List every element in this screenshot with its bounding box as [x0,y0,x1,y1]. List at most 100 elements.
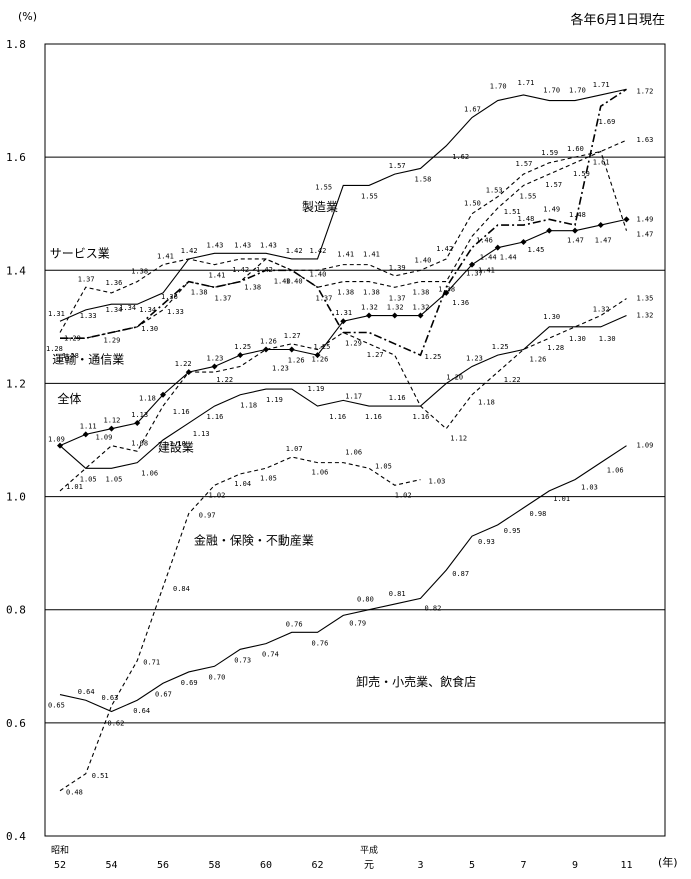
data-label: 1.37 [466,269,483,277]
data-label: 0.67 [155,690,172,698]
data-label: 1.32 [361,304,378,312]
data-label: 1.51 [504,208,521,216]
data-label: 1.38 [363,289,380,297]
data-label: 1.42 [286,247,303,255]
data-label: 1.57 [545,181,562,189]
data-label: 1.36 [452,299,469,307]
data-label: 1.13 [193,430,210,438]
data-label: 1.47 [595,237,612,245]
x-tick-label: 7 [520,860,526,871]
data-label: 1.26 [530,355,547,363]
data-point-marker [82,431,89,438]
data-label: 1.41 [478,267,495,275]
gridlines [44,43,666,837]
data-label: 0.65 [48,702,65,710]
data-label: 1.32 [413,304,430,312]
data-label: 1.59 [541,149,558,157]
x-tick-label: 60 [260,860,272,871]
y-tick-label: 0.8 [6,604,26,617]
data-label: 0.95 [504,527,521,535]
data-label: 1.70 [490,83,507,91]
data-label: 1.58 [415,175,432,183]
series-name-label: 運輸・通信業 [52,352,124,367]
data-label: 1.25 [234,343,251,351]
data-label: 1.40 [274,277,291,285]
series-line-3 [60,88,627,357]
data-label: 1.57 [516,160,533,168]
y-tick-label: 1.0 [6,491,26,504]
data-label: 1.72 [637,87,654,95]
data-label: 1.44 [500,254,517,262]
data-label: 1.16 [329,413,346,421]
data-label: 1.62 [452,153,469,161]
data-label: 1.16 [389,394,406,402]
data-label: 1.12 [104,417,121,425]
data-label: 1.48 [569,211,586,219]
x-tick-label: 9 [572,860,578,871]
data-label: 1.26 [288,356,305,364]
data-label: 1.38 [337,289,354,297]
data-point-marker [494,244,501,251]
data-label: 1.06 [141,470,158,478]
data-label: 1.06 [312,469,329,477]
chart-note: 各年6月1日現在 [570,12,665,28]
data-label: 1.45 [528,246,545,254]
data-label: 1.05 [80,475,97,483]
data-label: 1.37 [389,294,406,302]
data-label: 0.63 [102,694,119,702]
data-label: 0.51 [92,772,109,780]
data-label: 1.41 [363,251,380,259]
data-label: 1.37 [78,275,95,283]
data-point-marker [314,352,321,359]
series-markers [57,216,630,449]
data-label: 1.10 [169,440,186,448]
data-labels: 1.31 1.331.34 1.341.361.421.43 1.43 1.431.42… [46,79,653,797]
data-label: 1.02 [395,491,412,499]
data-label: 1.22 [175,360,192,368]
data-label: 1.32 [387,304,404,312]
series-line-5 [59,315,627,469]
data-label: 1.48 [518,215,535,223]
data-label: 1.26 [260,337,277,345]
data-point-marker [134,420,141,427]
data-label: 1.20 [446,373,463,381]
y-tick-label: 1.6 [6,151,26,164]
y-tick-label: 1.4 [6,264,26,277]
x-tick-label: 58 [208,860,220,871]
x-tick-label: 62 [311,860,323,871]
data-label: 0.81 [389,590,406,598]
data-label: 1.17 [345,392,362,400]
data-label: 1.08 [131,439,148,447]
data-point-marker [340,318,347,325]
data-label: 1.43 [234,241,251,249]
data-label: 1.34 [139,306,156,314]
data-label: 1.09 [48,436,65,444]
data-label: 1.39 [389,264,406,272]
series-name-label: 金融・保険・不動産業 [194,533,314,548]
data-label: 1.23 [466,354,483,362]
series-name-label: サービス業 [50,246,110,260]
data-label: 1.53 [486,187,503,195]
data-label: 1.28 [547,344,564,352]
data-label: 1.29 [345,340,362,348]
plot-frame [44,43,666,837]
data-point-marker [443,289,450,296]
data-point-marker [546,227,553,234]
data-label: 1.41 [337,251,354,259]
data-label: 1.61 [593,158,610,166]
series-name-label: 全体 [57,391,81,406]
data-label: 1.38 [244,284,261,292]
data-label: 1.28 [46,345,63,353]
data-label: 1.34 [106,306,123,314]
data-label: 0.76 [312,639,329,647]
data-label: 1.05 [260,474,277,482]
data-label: 1.46 [476,236,493,244]
y-tick-label: 1.2 [6,377,26,390]
data-label: 1.11 [80,422,97,430]
y-tick-label: 1.8 [6,38,26,51]
x-tick-label: 11 [620,860,632,871]
data-point-marker [391,312,398,319]
data-label: 1.01 [553,495,570,503]
